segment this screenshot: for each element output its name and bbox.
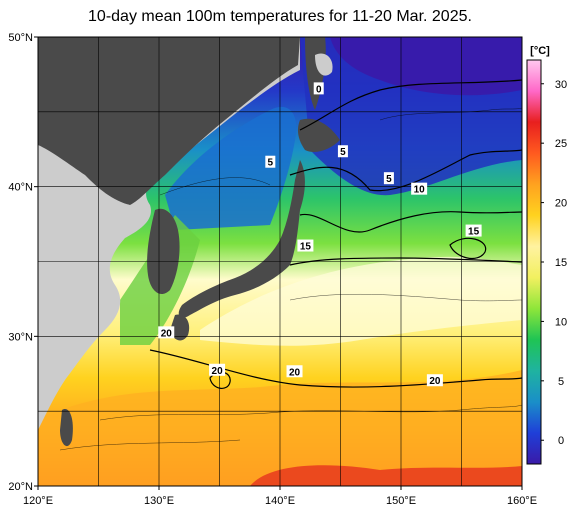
- taiwan: [60, 409, 73, 447]
- x-tick-label: 130°E: [144, 495, 174, 507]
- contour-labels: 0 5 5 5 10 15 15 20 20 20 20: [158, 82, 482, 387]
- x-axis-ticks: 120°E 130°E 140°E 150°E 160°E: [23, 486, 537, 507]
- contour-label: 15: [468, 227, 480, 238]
- y-tick-label: 50°N: [8, 32, 33, 44]
- contour-label-bg: [313, 82, 324, 95]
- contour-label-bg: [337, 145, 348, 158]
- contour-0: [299, 79, 522, 131]
- contour-label-bg: [465, 224, 482, 237]
- contour-label-bg: [265, 155, 276, 168]
- japan-hokkaido: [297, 118, 340, 152]
- x-tick-label: 160°E: [507, 495, 537, 507]
- grid-lines: [38, 37, 522, 486]
- contour-minor-1: [159, 177, 271, 196]
- contour-label: 20: [429, 376, 441, 387]
- coldest-water-region: [330, 37, 522, 96]
- contour-label-bg: [209, 363, 226, 376]
- contour-label: 5: [268, 158, 274, 169]
- contour-15: [289, 257, 522, 266]
- sea-of-japan: [165, 106, 297, 230]
- contour-label: 20: [161, 328, 173, 339]
- y-tick-label: 40°N: [8, 182, 33, 194]
- contour-eddy: [449, 237, 487, 260]
- colorbar-tick-label: 25: [555, 138, 567, 150]
- colorbar-gradient: [526, 59, 542, 465]
- contour-label-bg: [411, 182, 428, 195]
- colorbar-unit: [°C]: [530, 45, 550, 57]
- contour-minor-2: [289, 293, 522, 302]
- contour-label: 5: [340, 147, 346, 158]
- colorbar-tick-label: 30: [555, 79, 567, 91]
- x-tick-label: 140°E: [265, 495, 295, 507]
- y-tick-label: 30°N: [8, 331, 33, 343]
- subtropical-water: [200, 256, 522, 346]
- colorbar-tick-label: 20: [555, 198, 567, 210]
- korean-peninsula: [147, 208, 180, 295]
- contour-5: [289, 149, 522, 192]
- colorbar: 30 25 20 15 10 5 0: [526, 59, 567, 465]
- x-tick-label: 120°E: [23, 495, 53, 507]
- china-coast: [38, 233, 110, 410]
- contour-label: 20: [212, 366, 224, 377]
- x-tick-label: 150°E: [386, 495, 416, 507]
- kyushu: [170, 314, 190, 341]
- northeast-asia-land: [38, 37, 300, 205]
- colorbar-tick-label: 15: [555, 257, 567, 269]
- contour-label: 20: [289, 367, 301, 378]
- contour-minor-3: [99, 404, 522, 421]
- hot-water-band: [250, 465, 522, 486]
- map-title: 10-day mean 100m temperatures for 11-20 …: [88, 8, 472, 25]
- contour-label-bg: [158, 326, 175, 339]
- contour-label: 0: [316, 84, 322, 95]
- contour-label-bg: [286, 365, 303, 378]
- y-tick-label: 20°N: [8, 481, 33, 493]
- contour-label: 5: [386, 174, 392, 185]
- y-axis-ticks: 50°N 40°N 30°N 20°N: [8, 32, 38, 493]
- contour-label-bg: [297, 239, 314, 252]
- colorbar-tick-label: 5: [558, 376, 564, 388]
- japan-honshu: [178, 160, 305, 318]
- contour-10: [299, 211, 522, 233]
- contour-minor-5: [379, 107, 522, 121]
- colorbar-tick-label: 0: [558, 435, 564, 447]
- contour-label: 10: [414, 185, 426, 196]
- contour-minor-4: [59, 439, 241, 451]
- colorbar-tick-label: 10: [555, 316, 567, 328]
- sea-ice: [315, 53, 333, 76]
- contour-label: 15: [300, 242, 312, 253]
- contour-label-bg: [383, 172, 394, 185]
- contour-label-bg: [426, 374, 443, 387]
